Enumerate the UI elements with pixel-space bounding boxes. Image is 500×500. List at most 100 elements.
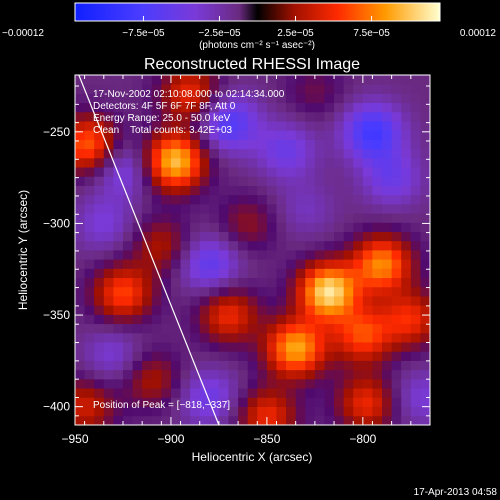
heatmap-cell [410,332,421,343]
heatmap-cell [180,222,191,232]
heatmap-cell [190,305,201,315]
heatmap-cell [362,369,373,380]
heatmap-cell [199,84,210,94]
heatmap-cell [113,314,124,325]
y-tick-label: −250 [43,125,70,139]
heatmap-cell [218,148,229,159]
heatmap-cell [362,342,373,352]
heatmap-cell [94,167,105,177]
annotation-time-range: 17-Nov-2002 02:10:08.000 to 02:14:34.000 [93,89,285,100]
heatmap-cell [353,213,364,223]
heatmap-cell [420,296,430,306]
heatmap-cell [238,203,249,214]
heatmap-cell [161,84,172,94]
heatmap-cell [75,369,85,380]
heatmap-cell [122,360,133,371]
heatmap-cell [286,102,297,113]
heatmap-cell [343,213,354,223]
heatmap-cell [218,157,229,168]
heatmap-cell [75,139,85,150]
heatmap-cell [132,415,143,425]
heatmap-cell [75,323,85,334]
heatmap-cell [353,93,364,104]
heatmap-cell [122,213,133,223]
heatmap-cell [334,360,345,371]
plot-frame [74,74,431,426]
heatmap-cell [295,286,306,297]
heatmap-cell [314,139,325,150]
heatmap-cell [161,406,172,417]
heatmap-cell [257,314,268,325]
colorbar-tick-label: 2.5e−05 [277,28,314,39]
heatmap-cell [228,277,239,288]
heatmap-cell [238,268,249,279]
heatmap-cell [391,360,402,371]
heatmap-cell [295,415,306,425]
heatmap-cell [286,148,297,159]
heatmap-cell [209,111,220,122]
heatmap-cell [372,240,383,251]
heatmap-cell [113,351,124,361]
heatmap-cell [113,203,124,214]
heatmap-cell [170,176,181,186]
heatmap-cell [391,185,402,196]
heatmap-cell [391,305,402,315]
heatmap-cell [314,213,325,223]
heatmap-cell [247,296,258,306]
heatmap-cell [362,250,373,260]
heatmap-cell [353,250,364,260]
heatmap-cell [228,148,239,159]
heatmap-cell [238,148,249,159]
heatmap-cell [382,342,393,352]
heatmap-cell [113,277,124,288]
heatmap-cell [228,176,239,186]
heatmap-cell [209,231,220,242]
heatmap-cell [103,93,114,104]
heatmap-cell [266,250,277,260]
heatmap-cell [257,369,268,380]
heatmap-cell [75,185,85,196]
heatmap-cell [94,75,105,85]
heatmap-cell [382,185,393,196]
heatmap-cell [199,268,210,279]
heatmap-cell [314,157,325,168]
heatmap-cell [199,111,210,122]
heatmap-cell [382,102,393,113]
heatmap-cell [401,259,412,269]
heatmap-cell [132,222,143,232]
heatmap-cell [247,75,258,85]
heatmap-cell [161,203,172,214]
heatmap-cell [84,222,95,232]
heatmap-cell [122,378,133,389]
heatmap-cell [353,185,364,196]
heatmap-cell [103,388,114,398]
heatmap-cell [238,213,249,223]
heatmap-cell [218,231,229,242]
heatmap-cell [305,167,316,177]
heatmap-cell [372,314,383,325]
heatmap-cell [113,360,124,371]
heatmap-cell [286,203,297,214]
heatmap-cell [142,185,153,196]
heatmap-cell [122,314,133,325]
heatmap-cell [257,388,268,398]
heatmap-cell [122,323,133,334]
heatmap-cell [113,222,124,232]
heatmap-cell [190,314,201,325]
heatmap-cell [420,277,430,288]
heatmap-cell [161,415,172,425]
heatmap-cell [190,139,201,150]
heatmap-cell [343,378,354,389]
heatmap-cell [209,342,220,352]
heatmap-cell [420,148,430,159]
chart-title: Reconstructed RHESSI Image [144,56,360,73]
heatmap-cell [103,102,114,113]
heatmap-cell [180,111,191,122]
heatmap-cell [372,121,383,131]
heatmap-cell [103,250,114,260]
heatmap-cell [170,351,181,361]
heatmap-cell [410,176,421,186]
heatmap-cell [420,84,430,94]
heatmap-cell [180,121,191,131]
heatmap-cell [401,250,412,260]
